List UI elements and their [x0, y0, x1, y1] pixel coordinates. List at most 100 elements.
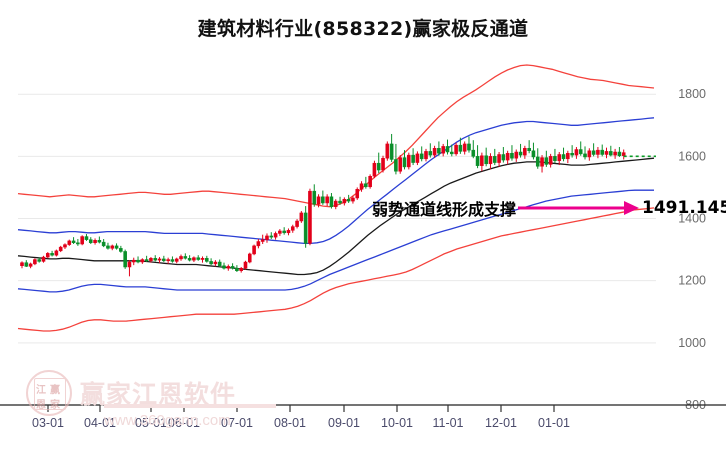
candlestick: [170, 256, 175, 263]
candlestick: [269, 232, 274, 240]
candlestick: [351, 196, 355, 204]
candlestick: [140, 258, 145, 264]
candlestick: [467, 136, 471, 153]
candlestick: [256, 239, 261, 249]
candlestick: [527, 140, 531, 154]
candlestick: [278, 229, 282, 236]
candlestick: [119, 245, 123, 253]
candlestick: [127, 260, 132, 277]
candlestick: [41, 255, 46, 263]
candlestick: [196, 255, 201, 261]
lower-red-channel: [17, 207, 655, 332]
candlestick: [45, 252, 50, 259]
candlestick: [445, 139, 450, 155]
axis-group: [0, 404, 726, 412]
candlestick: [458, 137, 463, 154]
candlestick: [333, 199, 338, 210]
candlestick: [58, 245, 63, 253]
candlestick: [475, 145, 480, 169]
candlestick: [600, 144, 605, 157]
candlestick: [505, 150, 510, 165]
support-price-value: 1491.1454: [642, 198, 726, 218]
candlestick: [106, 242, 110, 250]
candlestick: [359, 181, 364, 192]
candlestick: [63, 243, 67, 249]
y-axis-tick-label: 1200: [678, 274, 706, 288]
candlestick: [548, 153, 553, 168]
candlestick: [93, 238, 97, 245]
candlestick: [381, 155, 385, 173]
candlestick: [179, 254, 183, 261]
candlestick: [247, 252, 252, 264]
candlestick: [364, 176, 368, 189]
candlestick: [462, 141, 467, 155]
candlestick: [97, 236, 102, 244]
candlestick: [260, 234, 265, 244]
candlestick: [617, 147, 622, 157]
candlestick: [153, 255, 158, 262]
candlestick: [88, 237, 93, 244]
candlestick: [501, 147, 506, 163]
candlestick: [385, 141, 390, 161]
candlestick: [342, 197, 347, 206]
candlestick: [454, 142, 458, 156]
x-axis-tick-labels: 03-01 04-01 05-01 06-01 07-01 08-01 09-01 10-01…: [32, 416, 570, 430]
candlestick: [583, 146, 587, 160]
candlestick: [407, 152, 411, 170]
candlestick-series: [20, 133, 626, 277]
x-axis-tick-label: 05-01: [135, 416, 167, 430]
candlestick: [24, 260, 29, 267]
candlestick: [217, 259, 222, 267]
y-axis-tick-label: 1800: [678, 87, 706, 101]
candlestick: [372, 160, 377, 179]
candlestick: [437, 141, 441, 156]
candlestick: [480, 152, 484, 172]
candlestick: [273, 231, 278, 240]
candlestick: [131, 257, 136, 266]
candlestick: [325, 194, 329, 207]
candlestick: [157, 257, 162, 264]
candlestick: [510, 145, 514, 161]
candlestick: [471, 140, 476, 159]
support-annotation: 弱势通道线形成支撑 1491.1454: [372, 196, 726, 220]
candlestick: [523, 145, 527, 159]
candlestick: [295, 219, 299, 229]
candlestick: [531, 142, 536, 160]
candlestick: [80, 235, 84, 246]
x-axis-tick-label: 04-01: [84, 416, 116, 430]
candlestick: [192, 256, 196, 263]
candlestick: [540, 155, 544, 173]
candlestick: [37, 257, 41, 263]
candlestick: [346, 194, 351, 203]
candlestick: [162, 255, 166, 263]
candlestick: [355, 187, 360, 200]
upper-blue-channel: [17, 117, 655, 245]
x-axis-tick-label: 12-01: [485, 416, 517, 430]
candlestick: [621, 149, 626, 160]
candlestick: [149, 257, 153, 263]
candlestick: [402, 150, 407, 170]
candlestick: [398, 155, 403, 174]
candlestick: [432, 145, 437, 158]
candlestick: [419, 146, 424, 162]
candlestick: [265, 233, 269, 243]
candlestick: [368, 174, 372, 189]
candlestick: [200, 256, 205, 263]
candlestick: [226, 264, 231, 271]
candlestick: [84, 234, 89, 241]
candlestick: [574, 147, 579, 159]
right-arrow-icon: [518, 201, 640, 215]
candlestick: [394, 143, 398, 175]
candlestick: [570, 145, 574, 158]
candlestick: [492, 148, 497, 166]
y-axis-tick-label: 1600: [678, 149, 706, 163]
candlestick: [166, 257, 170, 264]
lower-blue-channel: [17, 189, 654, 293]
candlestick: [183, 253, 188, 260]
candlestick: [67, 239, 72, 246]
candlestick: [308, 188, 312, 246]
candlestick: [222, 262, 226, 270]
x-axis-tick-label: 11-01: [432, 416, 463, 430]
candlestick: [282, 227, 286, 235]
